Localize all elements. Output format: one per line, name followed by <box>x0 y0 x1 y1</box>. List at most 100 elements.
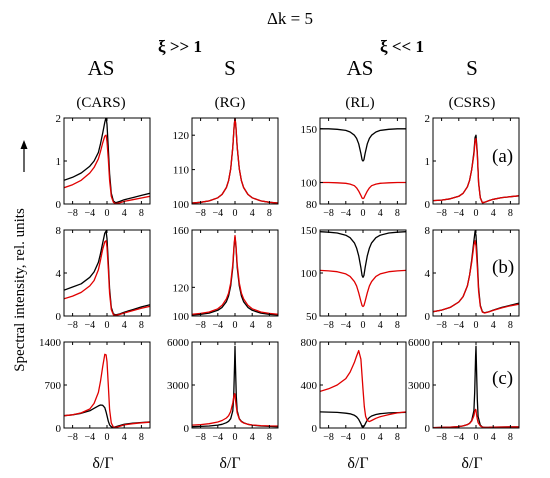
row-label-a: (a) <box>492 146 513 167</box>
panel-frame-rl-b <box>319 229 407 317</box>
y-tick-label-rl-c: 800 <box>301 337 318 349</box>
y-tick-label-rg-b: 100 <box>173 311 190 323</box>
y-tick-label-rg-c: 3000 <box>167 380 190 392</box>
x-tick-label-csrs-a: −4 <box>453 208 464 219</box>
x-tick-label-cars-c: 0 <box>105 432 110 443</box>
y-tick-label-rl-a: 80 <box>306 199 318 211</box>
y-tick-label-rl-b: 100 <box>301 268 318 280</box>
x-tick-label-csrs-a: 0 <box>474 208 479 219</box>
y-tick-label-rl-c: 400 <box>301 380 318 392</box>
series-line-black-rg-a <box>192 118 278 204</box>
x-tick-label-rg-c: 4 <box>250 432 255 443</box>
panel-rl-c: −8 −4 0 4 8 0 400 800 <box>301 337 407 443</box>
x-tick-label-csrs-b: −8 <box>436 320 447 331</box>
panel-csrs-c: −8 −4 0 4 8 0 3000 6000 <box>408 337 520 443</box>
x-tick-label-rl-c: −4 <box>340 432 351 443</box>
x-tick-label-rl-a: 8 <box>395 208 400 219</box>
x-tick-label-rg-b: 8 <box>267 320 272 331</box>
x-tick-label-rg-c: −4 <box>212 432 223 443</box>
figure-headers: Δk = 5 ξ >> 1 ξ << 1 AS S AS S (CARS) (R… <box>12 9 514 472</box>
x-tick-label-cars-a: 4 <box>122 208 127 219</box>
series-line-red-rg-c <box>192 392 278 427</box>
x-tick-label-csrs-b: 4 <box>491 320 496 331</box>
x-tick-label-rg-a: −8 <box>195 208 206 219</box>
x-tick-label-rl-b: −8 <box>323 320 334 331</box>
y-tick-label-csrs-b: 4 <box>425 268 431 280</box>
x-tick-label-cars-a: 8 <box>139 208 144 219</box>
x-axis-label-cars: δ/Γ <box>92 455 113 472</box>
x-tick-label-cars-a: 0 <box>105 208 110 219</box>
x-tick-label-cars-c: −4 <box>84 432 95 443</box>
series-line-red-csrs-a <box>433 137 519 204</box>
y-tick-label-cars-a: 0 <box>56 199 62 211</box>
x-tick-label-rg-b: 0 <box>233 320 238 331</box>
x-tick-label-rl-a: 4 <box>378 208 383 219</box>
y-tick-label-rg-a: 110 <box>173 165 190 177</box>
col-subtitle-rl: (RL) <box>345 95 374 111</box>
x-tick-label-rg-c: 0 <box>233 432 238 443</box>
y-tick-label-rg-b: 160 <box>173 225 190 237</box>
x-tick-label-cars-b: −4 <box>84 320 95 331</box>
x-axis-label-rg: δ/Γ <box>219 455 240 472</box>
x-tick-label-rg-a: 0 <box>233 208 238 219</box>
series-line-red-rl-b <box>320 269 406 308</box>
group-label-right: ξ << 1 <box>380 37 424 56</box>
x-tick-label-csrs-a: −8 <box>436 208 447 219</box>
x-tick-label-cars-b: 8 <box>139 320 144 331</box>
series-line-black-cars-a <box>64 118 150 204</box>
x-tick-label-rl-a: 0 <box>361 208 366 219</box>
x-tick-label-rl-a: −8 <box>323 208 334 219</box>
x-axis-label-csrs: δ/Γ <box>461 455 482 472</box>
panel-cars-c: −8 −4 0 4 8 0 700 1400 <box>39 337 151 443</box>
col-subtitle-csrs: (CSRS) <box>449 95 496 111</box>
panel-rg-a: −8 −4 0 4 8 100 110 120 <box>173 117 279 219</box>
x-tick-label-rl-c: 8 <box>395 432 400 443</box>
top-title: Δk = 5 <box>267 9 313 28</box>
y-tick-label-rg-a: 120 <box>173 130 190 142</box>
panel-cars-b: −8 −4 0 4 8 0 4 8 <box>56 225 151 331</box>
series-line-red-rl-a <box>320 181 406 200</box>
series-line-red-csrs-b <box>433 240 519 314</box>
x-tick-label-rl-b: 0 <box>361 320 366 331</box>
x-tick-label-cars-c: 8 <box>139 432 144 443</box>
y-tick-label-rl-b: 50 <box>306 311 318 323</box>
x-tick-label-cars-a: −4 <box>84 208 95 219</box>
series-line-black-cars-c <box>64 404 150 428</box>
series-line-red-rg-a <box>192 118 278 204</box>
series-line-red-cars-b <box>64 240 150 316</box>
series-line-black-rg-b <box>192 236 278 316</box>
panel-rl-a: −8 −4 0 4 8 80 100 150 <box>301 117 407 219</box>
x-tick-label-cars-a: −8 <box>67 208 78 219</box>
x-tick-label-csrs-c: −8 <box>436 432 447 443</box>
series-line-black-rl-a <box>320 128 406 162</box>
y-tick-label-rg-c: 6000 <box>167 337 190 349</box>
y-tick-label-csrs-c: 3000 <box>408 380 431 392</box>
series-line-red-csrs-c <box>433 408 519 428</box>
col-title-rl: AS <box>347 56 374 80</box>
col-subtitle-cars: (CARS) <box>76 95 125 111</box>
x-tick-label-rl-a: −4 <box>340 208 351 219</box>
y-tick-label-csrs-b: 0 <box>425 311 431 323</box>
panel-csrs-b: −8 −4 0 4 8 0 4 8 <box>425 225 520 331</box>
col-title-rg: S <box>224 56 236 80</box>
x-tick-label-csrs-a: 8 <box>508 208 513 219</box>
y-tick-label-rl-a: 100 <box>301 178 318 190</box>
series-line-black-rl-b <box>320 231 406 278</box>
x-tick-label-rg-b: −8 <box>195 320 206 331</box>
x-tick-label-csrs-b: 0 <box>474 320 479 331</box>
y-tick-label-cars-b: 8 <box>56 225 62 237</box>
x-tick-label-csrs-c: 0 <box>474 432 479 443</box>
x-tick-label-rl-c: 0 <box>361 432 366 443</box>
y-tick-label-rl-c: 0 <box>312 423 318 435</box>
y-tick-label-csrs-c: 0 <box>425 423 431 435</box>
y-tick-label-rl-b: 150 <box>301 225 318 237</box>
x-tick-label-rg-b: −4 <box>212 320 223 331</box>
series-line-red-cars-c <box>64 353 150 428</box>
panel-rg-b: −8 −4 0 4 8 100 120 160 <box>173 225 279 331</box>
x-tick-label-rg-a: −4 <box>212 208 223 219</box>
x-tick-label-cars-c: 4 <box>122 432 127 443</box>
x-tick-label-rg-a: 8 <box>267 208 272 219</box>
x-tick-label-rl-b: 8 <box>395 320 400 331</box>
